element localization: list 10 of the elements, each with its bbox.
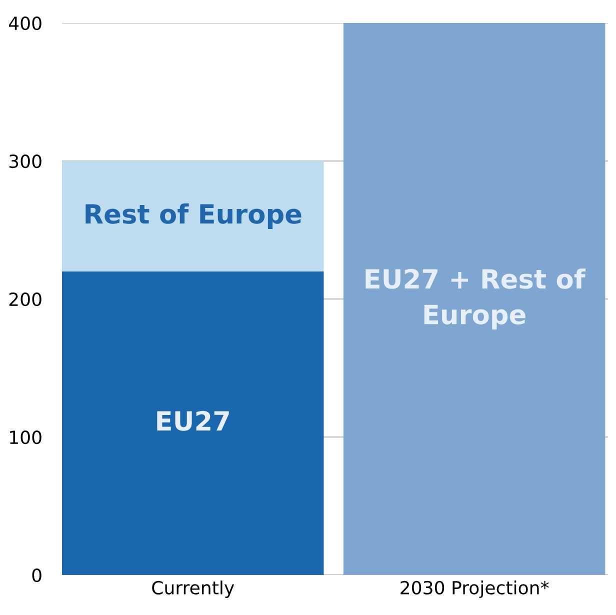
- y-tick-label: 300: [9, 154, 42, 168]
- x-tick-label: Currently: [152, 580, 234, 598]
- x-tick-label: 2030 Projection*: [400, 580, 549, 598]
- y-tick-label: 100: [10, 430, 42, 444]
- series-label: EU27 + Rest of Europe: [366, 268, 586, 330]
- y-tick-label: 400: [8, 16, 42, 30]
- series-label: EU27: [157, 410, 229, 431]
- y-tick-label: 200: [9, 292, 42, 306]
- y-tick-label: 0: [32, 568, 42, 582]
- series-label: Rest of Europe: [86, 203, 302, 229]
